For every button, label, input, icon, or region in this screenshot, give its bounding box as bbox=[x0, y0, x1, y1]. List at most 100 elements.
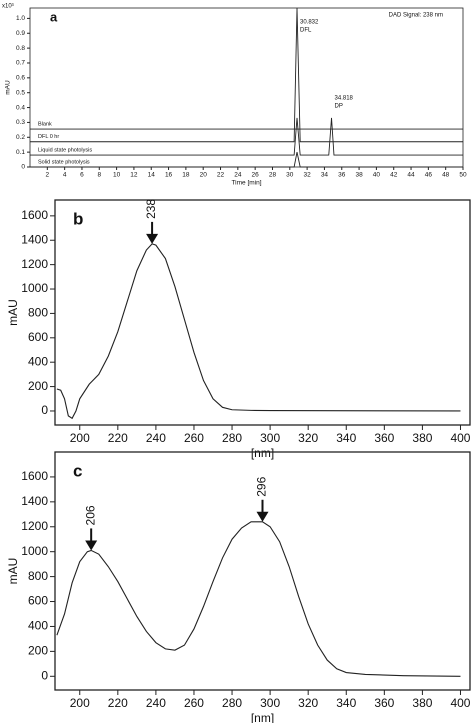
x-tick-label: 26 bbox=[252, 172, 260, 179]
x-tick-label: 46 bbox=[425, 172, 433, 179]
x-axis-label: [nm] bbox=[251, 711, 274, 723]
x-tick-label: 400 bbox=[450, 431, 470, 445]
x-tick-label: 280 bbox=[222, 696, 242, 710]
x-tick-label: 240 bbox=[146, 696, 166, 710]
peak-label: 238 bbox=[144, 199, 158, 219]
x-tick-label: 280 bbox=[222, 431, 242, 445]
y-tick-label: 0.8 bbox=[16, 45, 25, 52]
peak-name: DP bbox=[335, 104, 343, 110]
x-tick-label: 40 bbox=[373, 172, 381, 179]
signal-label: DAD Signal: 238 nm bbox=[389, 13, 443, 19]
x-tick-label: 200 bbox=[70, 431, 90, 445]
x-tick-label: 16 bbox=[165, 172, 173, 179]
trace-line bbox=[30, 152, 463, 168]
x-axis-label: Time [min] bbox=[231, 180, 261, 187]
peak-time: 30.832 bbox=[300, 20, 319, 26]
trace-line bbox=[30, 117, 463, 156]
y-tick-label: 0 bbox=[41, 403, 48, 417]
x-tick-label: 34 bbox=[321, 172, 329, 179]
x-tick-label: 38 bbox=[355, 172, 363, 179]
trace-line bbox=[30, 7, 463, 143]
y-tick-label: 400 bbox=[28, 354, 48, 368]
y-tick-label: 400 bbox=[28, 619, 48, 633]
y-tick-label: 0 bbox=[41, 668, 48, 682]
x-tick-label: 320 bbox=[298, 696, 318, 710]
x-tick-label: 28 bbox=[269, 172, 277, 179]
spectrum-line bbox=[56, 521, 461, 677]
x-tick-label: 380 bbox=[412, 431, 432, 445]
y-tick-label: 0.4 bbox=[16, 104, 25, 111]
y-tick-label: 1000 bbox=[21, 544, 48, 558]
peak-label: 206 bbox=[83, 505, 97, 525]
x-tick-label: 36 bbox=[338, 172, 346, 179]
y-tick-label: 200 bbox=[28, 379, 48, 393]
peak-name: DFL bbox=[300, 28, 312, 34]
y-tick-label: 0.3 bbox=[16, 119, 25, 126]
y-tick-label: 1600 bbox=[21, 208, 48, 222]
y-multiplier: x10³ bbox=[2, 4, 14, 10]
x-tick-label: 220 bbox=[108, 431, 128, 445]
y-tick-label: 0 bbox=[21, 164, 25, 171]
peak-arrow-head bbox=[256, 511, 269, 522]
x-tick-label: 260 bbox=[184, 696, 204, 710]
x-tick-label: 8 bbox=[97, 172, 101, 179]
x-tick-label: 380 bbox=[412, 696, 432, 710]
y-tick-label: 1400 bbox=[21, 232, 48, 246]
y-tick-label: 600 bbox=[28, 594, 48, 608]
x-tick-label: 260 bbox=[184, 431, 204, 445]
x-tick-label: 14 bbox=[148, 172, 156, 179]
x-tick-label: 18 bbox=[182, 172, 190, 179]
panel-label: b bbox=[73, 209, 83, 228]
x-tick-label: 300 bbox=[260, 431, 280, 445]
x-tick-label: 30 bbox=[286, 172, 294, 179]
spectrum-line bbox=[56, 243, 461, 420]
y-tick-label: 800 bbox=[28, 569, 48, 583]
y-tick-label: 0.9 bbox=[16, 30, 25, 37]
x-tick-label: 360 bbox=[374, 431, 394, 445]
x-tick-label: 20 bbox=[200, 172, 208, 179]
y-tick-label: 1200 bbox=[21, 257, 48, 271]
plot-frame bbox=[54, 451, 471, 691]
x-tick-label: 360 bbox=[374, 696, 394, 710]
y-tick-label: 800 bbox=[28, 306, 48, 320]
x-tick-label: 22 bbox=[217, 172, 225, 179]
y-tick-label: 200 bbox=[28, 644, 48, 658]
x-tick-label: 240 bbox=[146, 431, 166, 445]
x-tick-label: 320 bbox=[298, 431, 318, 445]
panel-label: a bbox=[50, 9, 58, 24]
peak-arrow-head bbox=[85, 540, 98, 551]
trace-label: Solid state photolysis bbox=[38, 159, 90, 165]
x-tick-label: 220 bbox=[108, 696, 128, 710]
x-tick-label: 32 bbox=[304, 172, 312, 179]
x-tick-label: 300 bbox=[260, 696, 280, 710]
x-tick-label: 48 bbox=[442, 172, 450, 179]
y-axis-label: mAU bbox=[6, 299, 20, 326]
plot-frame bbox=[54, 199, 471, 426]
x-tick-label: 42 bbox=[390, 172, 398, 179]
peak-arrow-head bbox=[146, 233, 159, 244]
y-axis-label: mAU bbox=[5, 80, 12, 95]
peak-label: 296 bbox=[255, 476, 269, 496]
x-tick-label: 340 bbox=[336, 696, 356, 710]
y-tick-label: 1400 bbox=[21, 494, 48, 508]
trace-label: DFL 0 hr bbox=[38, 134, 59, 140]
y-tick-label: 0.7 bbox=[16, 60, 25, 67]
x-tick-label: 340 bbox=[336, 431, 356, 445]
x-axis-label: [nm] bbox=[251, 446, 274, 460]
x-tick-label: 24 bbox=[234, 172, 242, 179]
y-tick-label: 0.1 bbox=[16, 149, 25, 156]
x-tick-label: 2 bbox=[46, 172, 50, 179]
x-tick-label: 50 bbox=[459, 172, 467, 179]
y-tick-label: 1600 bbox=[21, 469, 48, 483]
y-tick-label: 0.6 bbox=[16, 75, 25, 82]
y-axis-label: mAU bbox=[6, 558, 20, 585]
x-tick-label: 6 bbox=[80, 172, 84, 179]
peak-time: 34.818 bbox=[335, 96, 354, 102]
panel-label: c bbox=[73, 461, 82, 480]
x-tick-label: 400 bbox=[450, 696, 470, 710]
y-tick-label: 0.2 bbox=[16, 134, 25, 141]
x-tick-label: 10 bbox=[113, 172, 121, 179]
trace-label: Liquid state photolysis bbox=[38, 148, 92, 154]
y-tick-label: 1000 bbox=[21, 281, 48, 295]
